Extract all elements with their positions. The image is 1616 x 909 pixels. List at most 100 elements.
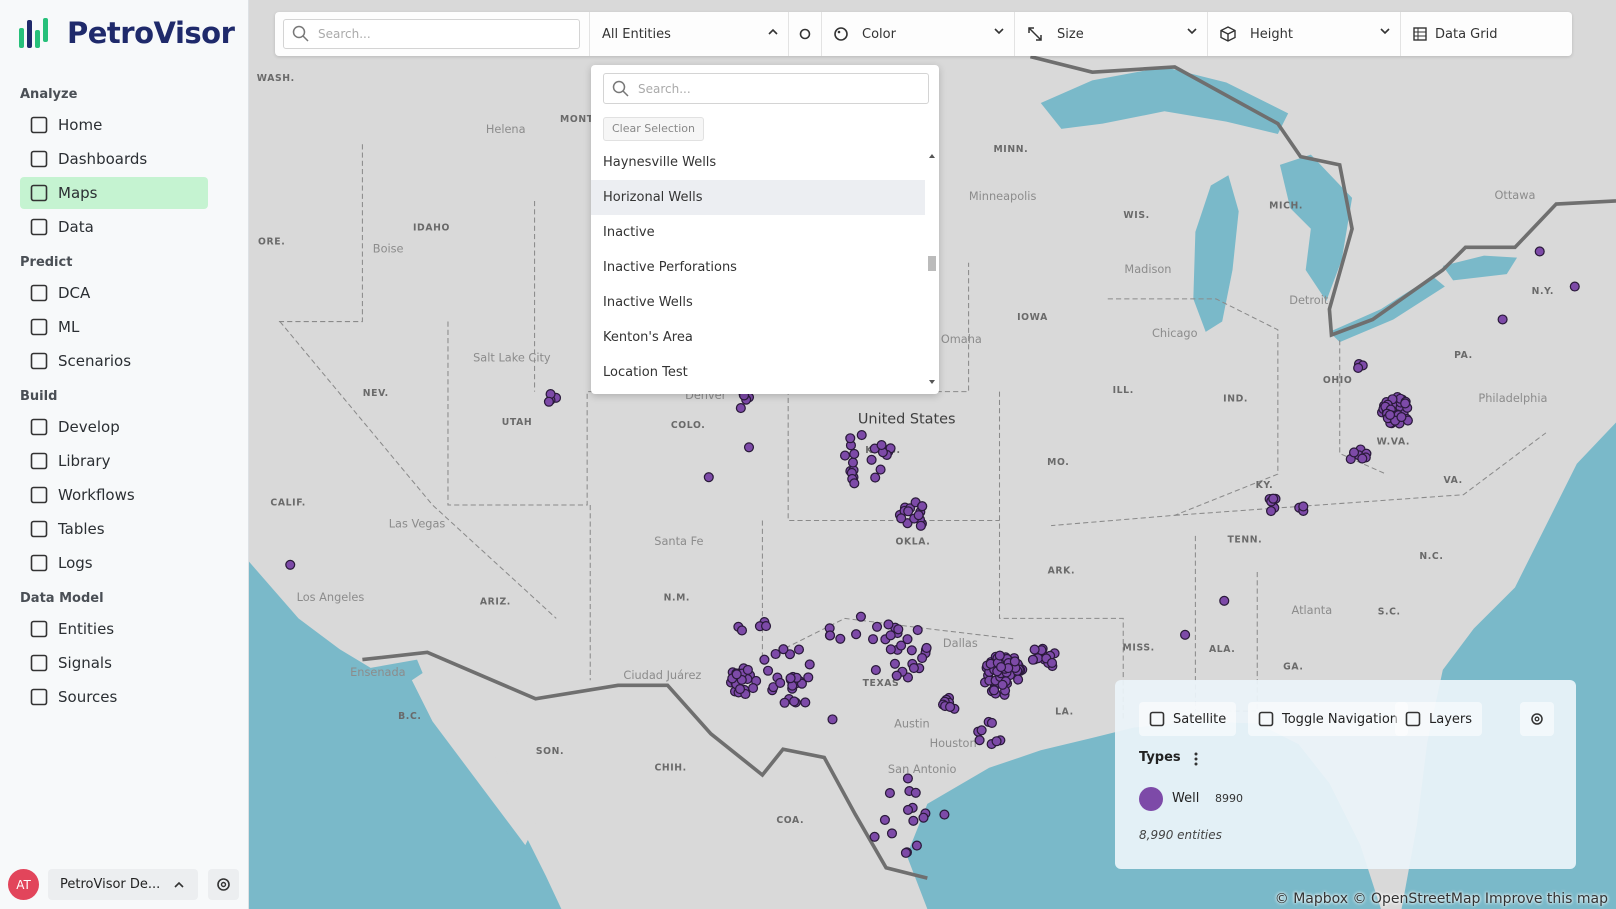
- well-marker: [1046, 657, 1058, 669]
- dropdown-option[interactable]: Inactive: [603, 225, 655, 240]
- height-select[interactable]: Height: [1208, 12, 1401, 56]
- well-marker: [902, 804, 914, 815]
- dropdown-option[interactable]: Location Test: [603, 365, 688, 380]
- icon-shape: [1149, 711, 1165, 727]
- map-attribution[interactable]: © Mapbox © OpenStreetMap Improve this ma…: [1274, 891, 1608, 907]
- well-marker: [896, 640, 907, 651]
- well-marker: [871, 621, 883, 632]
- chevron-down-icon: [994, 28, 1004, 35]
- well-marker: [734, 683, 746, 695]
- icon-shape: [30, 184, 48, 202]
- nav-item[interactable]: ML: [20, 311, 208, 343]
- nav-icon: [1258, 711, 1274, 727]
- size-select[interactable]: Size: [1015, 12, 1208, 56]
- well-marker: [1029, 644, 1040, 655]
- nav-item[interactable]: DCA: [20, 277, 208, 309]
- dropdown-search[interactable]: Search...: [603, 73, 929, 104]
- state-label: MO.: [1047, 457, 1069, 468]
- nav-icon: [30, 184, 48, 202]
- state-label: PA.: [1454, 350, 1473, 361]
- chevron-icon: [174, 881, 184, 888]
- icon-shape: [30, 418, 48, 436]
- nav-label: Dashboards: [58, 150, 148, 168]
- nav-item[interactable]: Maps: [20, 177, 208, 209]
- clear-selection-button[interactable]: Clear Selection: [603, 117, 704, 141]
- state-label: S.C.: [1378, 607, 1401, 618]
- nav-item[interactable]: Entities: [20, 613, 208, 645]
- dropdown-option[interactable]: Inactive Perforations: [603, 260, 737, 275]
- dropdown-option[interactable]: Horizonal Wells: [591, 180, 925, 215]
- well-marker: [742, 664, 753, 675]
- settings-button[interactable]: [208, 869, 239, 900]
- nav-label: Develop: [58, 418, 120, 436]
- entity-settings[interactable]: [789, 12, 822, 56]
- city-label: Omaha: [941, 332, 982, 346]
- city-label: Detroit: [1289, 293, 1329, 307]
- nav-section-title: Analyze: [20, 87, 78, 102]
- color-select[interactable]: Color: [822, 12, 1015, 56]
- nav-item[interactable]: Tables: [20, 513, 208, 545]
- well-marker: [900, 847, 911, 858]
- well-marker: [856, 430, 867, 441]
- well-marker: [917, 501, 928, 512]
- search-input[interactable]: Search...: [283, 19, 580, 49]
- state-label: MINN.: [993, 144, 1028, 155]
- well-marker: [885, 630, 896, 641]
- well-marker: [908, 815, 919, 826]
- legend-button-label: Toggle Navigation: [1282, 711, 1399, 727]
- legend-button[interactable]: Satellite: [1139, 702, 1237, 736]
- well-marker: [870, 472, 881, 483]
- dropdown-option[interactable]: Haynesville Wells: [603, 155, 717, 170]
- dropdown-option[interactable]: Kenton's Area: [603, 330, 693, 345]
- state-border: [761, 520, 1016, 661]
- nav-item[interactable]: Data: [20, 211, 208, 243]
- icon-shape: [1258, 711, 1274, 727]
- workspace-selector[interactable]: PetroVisor De...: [48, 869, 198, 900]
- nav-item[interactable]: Sources: [20, 681, 208, 713]
- brand-logo: [19, 18, 48, 48]
- well-marker: [885, 644, 896, 655]
- well-marker: [869, 831, 880, 842]
- nav-item[interactable]: Home: [20, 109, 208, 141]
- nav-item[interactable]: Logs: [20, 547, 208, 579]
- search-icon: [612, 80, 629, 97]
- well-marker: [778, 644, 789, 655]
- legend-settings[interactable]: [1520, 702, 1554, 736]
- nav-item[interactable]: Library: [20, 445, 208, 477]
- nav-item[interactable]: Workflows: [20, 479, 208, 511]
- nav-icon: [30, 150, 48, 168]
- dropdown-option[interactable]: Inactive Wells: [603, 295, 693, 310]
- well-marker: [886, 828, 898, 839]
- state-label: MONT: [560, 114, 594, 125]
- kebab-icon[interactable]: [1193, 751, 1199, 767]
- well-marker: [804, 659, 815, 670]
- nav-item[interactable]: Scenarios: [20, 345, 208, 377]
- city-label: Ottawa: [1494, 188, 1535, 202]
- entity-select[interactable]: All Entities: [590, 12, 789, 56]
- well-marker: [896, 513, 907, 524]
- nav-section-title: Data Model: [20, 591, 104, 606]
- well-marker: [974, 735, 985, 746]
- legend-button[interactable]: Toggle Navigation: [1248, 702, 1409, 736]
- scrollbar[interactable]: [927, 151, 937, 387]
- well-marker: [918, 812, 929, 823]
- well-marker: [839, 450, 851, 461]
- icon-shape: [30, 452, 48, 470]
- lake-superior: [1040, 66, 1289, 134]
- user-avatar[interactable]: AT: [8, 869, 39, 900]
- nav-label: Home: [58, 116, 103, 134]
- city-label: Houston: [930, 736, 977, 750]
- well-marker: [1534, 246, 1545, 257]
- nav-item[interactable]: Develop: [20, 411, 208, 443]
- entity-select-value: All Entities: [602, 26, 671, 42]
- legend-button[interactable]: Layers: [1395, 702, 1483, 736]
- state-label: KY.: [1256, 480, 1274, 491]
- well-marker: [1180, 629, 1191, 640]
- well-marker: [1348, 447, 1360, 458]
- nav-item[interactable]: Dashboards: [20, 143, 208, 175]
- well-markers[interactable]: [285, 246, 1580, 858]
- data-grid-button[interactable]: Data Grid: [1401, 12, 1572, 56]
- nav-label: Sources: [58, 688, 118, 706]
- nav-item[interactable]: Signals: [20, 647, 208, 679]
